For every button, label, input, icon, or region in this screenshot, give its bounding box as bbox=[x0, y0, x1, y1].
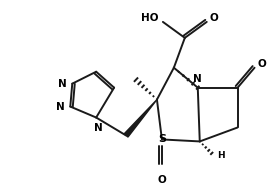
Text: O: O bbox=[158, 175, 166, 185]
Text: N: N bbox=[57, 79, 66, 89]
Polygon shape bbox=[124, 100, 157, 137]
Text: O: O bbox=[210, 13, 218, 23]
Text: N: N bbox=[56, 102, 64, 111]
Text: N: N bbox=[94, 123, 103, 133]
Text: HO: HO bbox=[141, 13, 159, 23]
Text: N: N bbox=[193, 74, 202, 84]
Text: S: S bbox=[158, 134, 166, 144]
Text: H: H bbox=[217, 151, 224, 160]
Text: O: O bbox=[258, 59, 266, 69]
